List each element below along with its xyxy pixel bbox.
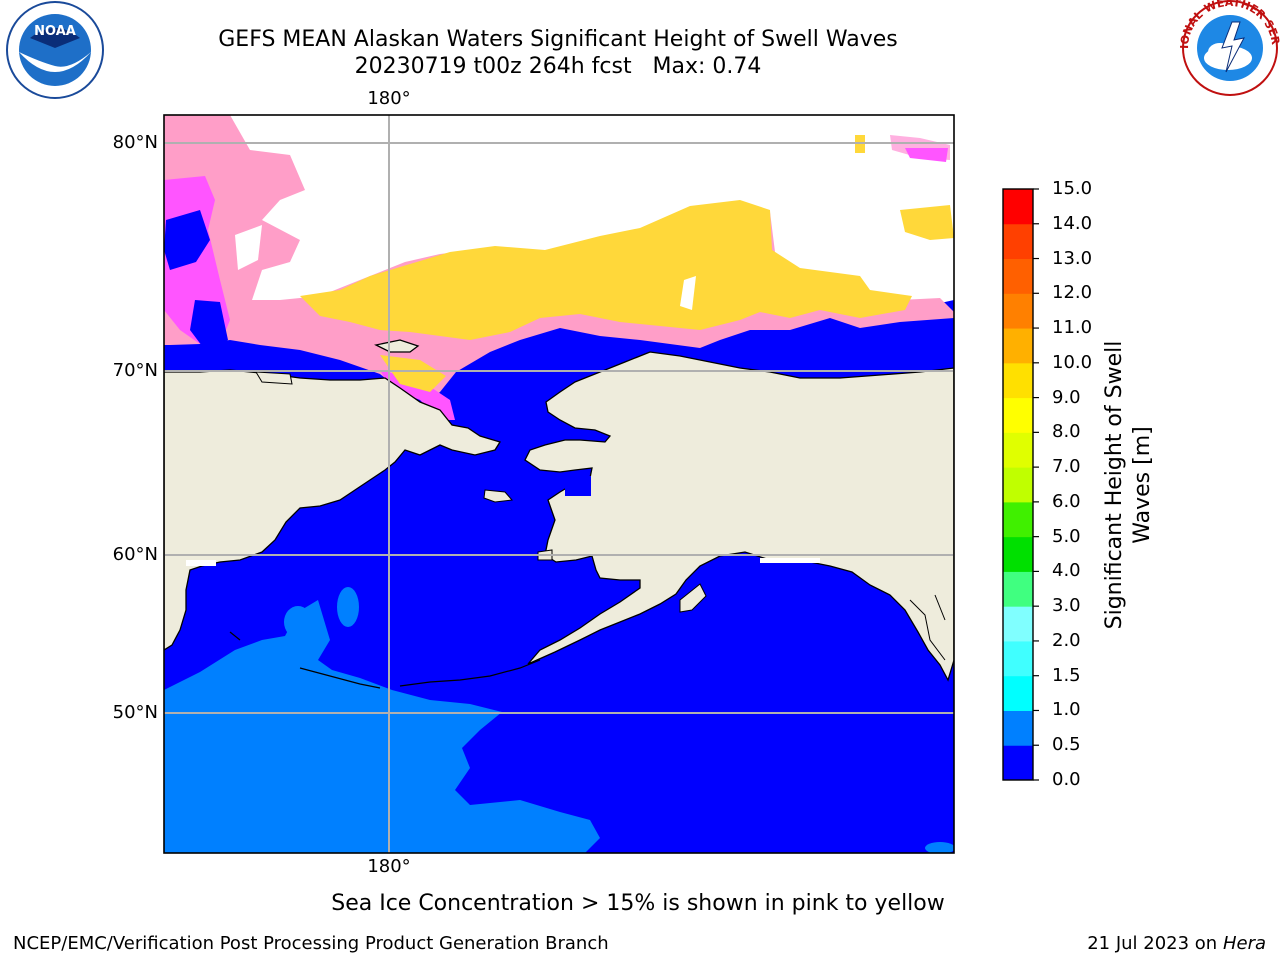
colorbar-tick-label: 10.0 <box>1052 351 1093 373</box>
land-alaska <box>524 351 954 682</box>
colorbar-segment <box>1003 432 1033 468</box>
colorbar-segment <box>1003 745 1033 781</box>
noaa-logo: NOAA <box>6 1 104 99</box>
colorbar-tick-label: 6.0 <box>1052 490 1081 512</box>
colorbar-segment <box>1003 536 1033 572</box>
colorbar-segment <box>1003 467 1033 503</box>
colorbar-tick-label: 3.0 <box>1052 595 1081 617</box>
map-title: GEFS MEAN Alaskan Waters Significant Hei… <box>218 27 898 52</box>
colorbar-tick-label: 14.0 <box>1052 212 1093 234</box>
colorbar-segment <box>1003 640 1033 677</box>
colorbar-tick-label: 11.0 <box>1052 317 1093 339</box>
colorbar-title-line2: Waves [m] <box>1130 426 1155 544</box>
colorbar-segment <box>1003 223 1033 260</box>
colorbar-tick-label: 1.5 <box>1052 664 1081 686</box>
colorbar-segment <box>1003 397 1033 433</box>
lat-label-80n: 80°N <box>112 132 158 153</box>
land-siberia <box>164 369 502 651</box>
lat-label-70n: 70°N <box>112 360 158 381</box>
lon-label-top: 180° <box>367 88 411 109</box>
lat-label-50n: 50°N <box>112 702 158 723</box>
sea-ice-note: Sea Ice Concentration > 15% is shown in … <box>331 891 945 916</box>
colorbar-tick-label: 2.0 <box>1052 629 1081 651</box>
map-frame <box>163 114 955 854</box>
colorbar-tick-label: 5.0 <box>1052 525 1081 547</box>
footer-host: Hera <box>1222 933 1266 954</box>
footer-branch: NCEP/EMC/Verification Post Processing Pr… <box>13 933 609 954</box>
colorbar-tick-label: 9.0 <box>1052 386 1081 408</box>
colorbar-tick-label: 15.0 <box>1052 178 1093 199</box>
colorbar-tick-label: 0.0 <box>1052 769 1081 790</box>
colorbar-tick-label: 13.0 <box>1052 247 1093 269</box>
sea-ice-yellow <box>300 200 912 340</box>
colorbar-segment <box>1003 189 1033 225</box>
colorbar-segment <box>1003 293 1033 329</box>
colorbar-tick-label: 7.0 <box>1052 456 1081 478</box>
colorbar-tick-label: 8.0 <box>1052 421 1081 443</box>
colorbar-tick-label: 0.5 <box>1052 734 1081 756</box>
nws-ring-text: NATIONAL WEATHER SERVICE <box>0 0 1280 49</box>
colorbar-tick-label: 12.0 <box>1052 282 1093 304</box>
colorbar-segment <box>1003 258 1033 294</box>
colorbar-segment <box>1003 710 1033 746</box>
colorbar-tick-label: 1.0 <box>1052 699 1081 721</box>
colorbar-title: Significant Height of Swell Waves [m] <box>1101 325 1157 645</box>
map-subtitle: 20230719 t00z 264h fcst Max: 0.74 <box>354 54 762 79</box>
colorbar-segment <box>1003 571 1033 607</box>
colorbar-title-line1: Significant Height of Swell <box>1102 340 1127 630</box>
colorbar-segment <box>1003 606 1033 642</box>
lon-label-bottom: 180° <box>367 856 411 877</box>
svg-text:NATIONAL WEATHER SERVICE: NATIONAL WEATHER SERVICE <box>0 0 1280 49</box>
colorbar-segment <box>1003 362 1033 399</box>
footer-date: 21 Jul 2023 on Hera <box>1087 933 1266 954</box>
colorbar-segment <box>1003 501 1033 538</box>
colorbar-tick-label: 4.0 <box>1052 560 1081 582</box>
map-gridlines <box>164 115 954 853</box>
lat-label-60n: 60°N <box>112 544 158 565</box>
swell-0.5-1.0-region <box>164 600 600 853</box>
nws-logo: NATIONAL WEATHER SERVICE <box>0 0 1280 96</box>
footer-date-text: 21 Jul 2023 on <box>1087 933 1223 954</box>
colorbar-segment <box>1003 328 1033 364</box>
noaa-logo-text: NOAA <box>34 24 76 39</box>
colorbar <box>1003 189 1033 781</box>
colorbar-segment <box>1003 675 1033 711</box>
